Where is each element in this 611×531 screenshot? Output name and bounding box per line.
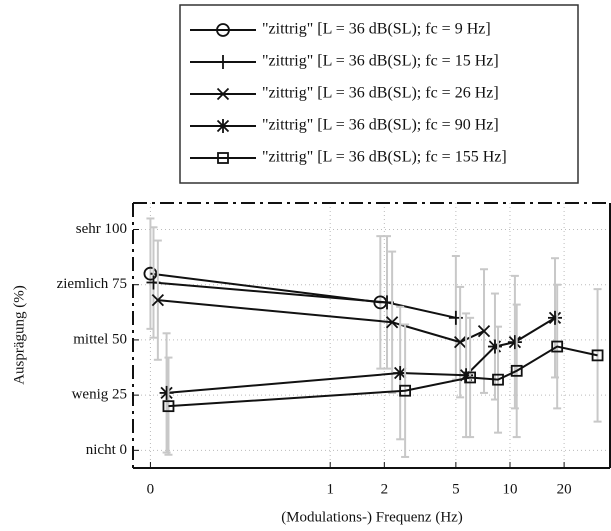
series-line xyxy=(157,299,485,344)
marker xyxy=(507,335,522,350)
marker-part xyxy=(492,373,504,386)
marker xyxy=(487,339,502,354)
marker-part xyxy=(143,266,158,281)
marker xyxy=(492,373,504,386)
marker xyxy=(143,266,158,281)
marker-part xyxy=(464,371,477,384)
legend-label: "zittrig" [L = 36 dB(SL); fc = 155 Hz] xyxy=(262,149,507,166)
y-tick-label: wenig 25 xyxy=(72,387,127,403)
marker xyxy=(216,55,230,69)
x-tick-label: 10 xyxy=(502,481,517,497)
marker xyxy=(477,324,491,338)
marker xyxy=(551,340,564,353)
marker xyxy=(591,349,604,362)
y-tick-label: nicht 0 xyxy=(86,442,127,458)
marker xyxy=(159,385,174,400)
x-tick-label: 5 xyxy=(452,481,460,497)
marker xyxy=(216,23,230,37)
marker xyxy=(216,87,230,101)
legend: "zittrig" [L = 36 dB(SL); fc = 9 Hz] "zit… xyxy=(190,21,507,166)
marker-part xyxy=(453,335,467,349)
legend-label: "zittrig" [L = 36 dB(SL); fc = 9 Hz] xyxy=(262,21,491,38)
marker xyxy=(216,119,230,133)
x-tick-label: 20 xyxy=(557,481,572,497)
x-tick-label: 0 xyxy=(147,481,155,497)
legend-label: "zittrig" [L = 36 dB(SL); fc = 90 Hz] xyxy=(262,117,499,134)
series-line xyxy=(153,281,457,319)
legend-label: "zittrig" [L = 36 dB(SL); fc = 26 Hz] xyxy=(262,85,499,102)
marker xyxy=(385,316,399,329)
marker-part xyxy=(162,400,175,413)
marker-part xyxy=(216,23,230,37)
marker-part xyxy=(477,324,491,338)
marker-part xyxy=(160,386,173,400)
marker xyxy=(399,384,412,397)
marker-part xyxy=(551,340,564,353)
x-tick-label: 2 xyxy=(381,481,389,497)
series-line xyxy=(166,316,556,394)
marker-part xyxy=(151,294,165,307)
marker xyxy=(453,335,467,349)
marker xyxy=(510,364,523,377)
marker-part xyxy=(217,152,229,164)
marker xyxy=(464,371,477,384)
y-tick-label: mittel 50 xyxy=(73,331,127,347)
marker xyxy=(162,400,175,413)
marker xyxy=(151,294,165,307)
marker-part xyxy=(591,349,604,362)
marker xyxy=(548,310,563,325)
legend-label: "zittrig" [L = 36 dB(SL); fc = 15 Hz] xyxy=(262,53,499,70)
marker xyxy=(217,152,229,164)
y-tick-label: ziemlich 75 xyxy=(57,276,127,292)
marker-part xyxy=(216,119,230,133)
marker-part xyxy=(216,87,230,101)
marker xyxy=(393,366,408,381)
marker-part xyxy=(508,335,522,349)
series-line xyxy=(168,345,598,408)
marker-part xyxy=(394,366,407,380)
x-tick-label: 1 xyxy=(326,481,334,497)
marker-part xyxy=(385,316,399,329)
marker-part xyxy=(548,311,562,324)
x-axis-label: (Modulations-) Frequenz (Hz) xyxy=(281,509,463,525)
y-axis-label: Ausprägung (%) xyxy=(11,285,27,385)
marker-part xyxy=(510,364,523,377)
y-tick-label: sehr 100 xyxy=(76,221,127,237)
marker-part xyxy=(399,384,412,397)
